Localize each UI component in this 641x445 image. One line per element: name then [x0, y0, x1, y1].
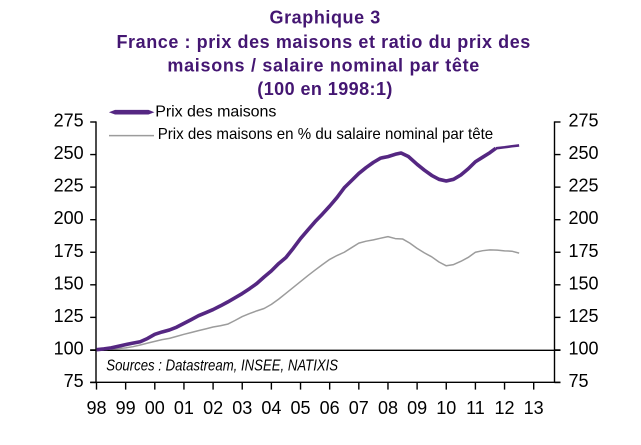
- svg-text:150: 150: [54, 273, 84, 293]
- svg-text:200: 200: [569, 208, 599, 228]
- svg-text:(100 en 1998:1): (100 en 1998:1): [257, 79, 392, 99]
- svg-text:150: 150: [569, 273, 599, 293]
- svg-text:275: 275: [54, 111, 84, 131]
- svg-text:08: 08: [378, 398, 398, 418]
- svg-text:10: 10: [436, 398, 456, 418]
- svg-text:Prix des maisons en % du salai: Prix des maisons en % du salaire nominal…: [158, 126, 494, 143]
- svg-text:100: 100: [54, 338, 84, 358]
- svg-text:225: 225: [569, 176, 599, 196]
- svg-text:175: 175: [54, 241, 84, 261]
- svg-text:75: 75: [569, 371, 589, 391]
- svg-text:125: 125: [569, 306, 599, 326]
- svg-text:Graphique 3: Graphique 3: [270, 8, 381, 28]
- svg-text:09: 09: [407, 398, 427, 418]
- svg-text:275: 275: [569, 111, 599, 131]
- svg-text:175: 175: [569, 241, 599, 261]
- svg-text:250: 250: [54, 143, 84, 163]
- svg-text:05: 05: [291, 398, 311, 418]
- svg-text:02: 02: [203, 398, 223, 418]
- svg-text:100: 100: [569, 338, 599, 358]
- svg-text:225: 225: [54, 176, 84, 196]
- svg-text:250: 250: [569, 143, 599, 163]
- svg-text:200: 200: [54, 208, 84, 228]
- svg-text:01: 01: [174, 398, 194, 418]
- svg-text:13: 13: [524, 398, 544, 418]
- svg-text:00: 00: [145, 398, 165, 418]
- svg-text:99: 99: [116, 398, 136, 418]
- svg-text:France : prix des maisons et r: France : prix des maisons et ratio du pr…: [117, 32, 531, 52]
- svg-text:Sources : Datastream, INSEE, N: Sources : Datastream, INSEE, NATIXIS: [106, 357, 338, 374]
- svg-text:04: 04: [261, 398, 281, 418]
- svg-text:07: 07: [349, 398, 369, 418]
- svg-text:maisons / salaire nominal par: maisons / salaire nominal par tête: [167, 56, 479, 76]
- svg-text:06: 06: [320, 398, 340, 418]
- svg-text:75: 75: [64, 371, 84, 391]
- svg-text:11: 11: [466, 398, 485, 418]
- svg-text:03: 03: [232, 398, 252, 418]
- svg-text:Prix des maisons: Prix des maisons: [155, 103, 276, 120]
- svg-text:98: 98: [86, 398, 106, 418]
- svg-text:125: 125: [54, 306, 84, 326]
- svg-text:12: 12: [495, 398, 515, 418]
